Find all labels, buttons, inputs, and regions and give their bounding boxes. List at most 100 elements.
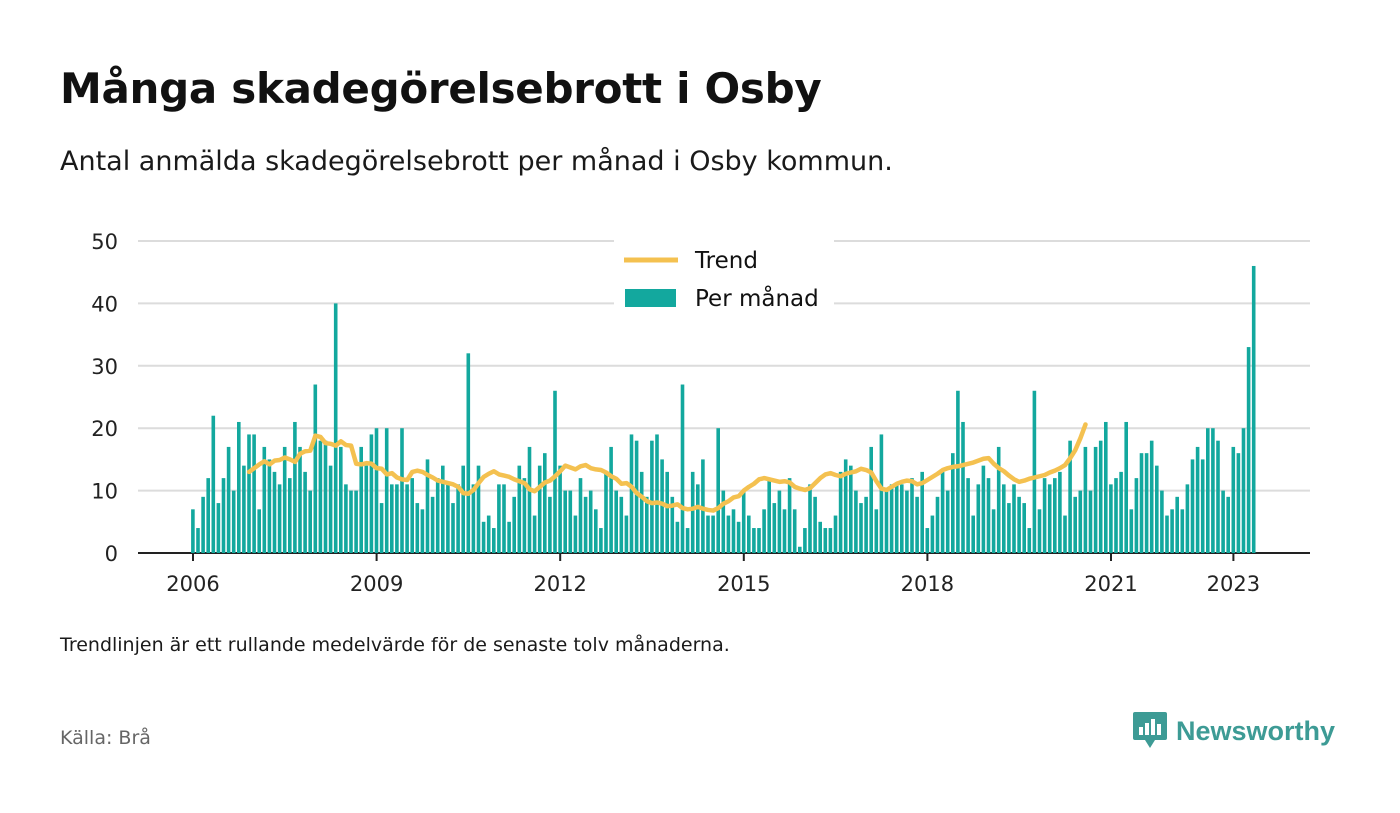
bar [415, 503, 420, 553]
bar [1175, 496, 1179, 553]
bar [257, 509, 261, 553]
bar [1068, 440, 1072, 553]
bar [486, 515, 491, 553]
bar [604, 471, 608, 553]
bar [981, 465, 986, 553]
bar [1195, 446, 1200, 553]
legend-bar-label: Per månad [695, 284, 819, 312]
bar [701, 459, 705, 553]
bar [1058, 471, 1062, 553]
bar [379, 503, 384, 553]
bar [991, 509, 996, 553]
bar [451, 503, 455, 553]
bar [1098, 440, 1103, 553]
bar [741, 490, 746, 553]
bar [634, 440, 639, 553]
bar [1185, 484, 1190, 553]
bar [772, 503, 777, 553]
bar [262, 446, 267, 553]
bar [624, 515, 629, 553]
bar [196, 528, 200, 553]
x-tick-label: 2009 [350, 572, 403, 596]
logo-text: Newsworthy [1176, 715, 1336, 746]
bar [1053, 478, 1057, 553]
bar [1134, 478, 1139, 553]
bar [349, 490, 353, 553]
bar [201, 496, 205, 553]
bar [318, 440, 323, 553]
bar [1093, 446, 1098, 553]
bar [864, 496, 868, 553]
bar [721, 490, 726, 553]
footnote: Trendlinjen är ett rullande medelvärde f… [60, 634, 730, 656]
bar [905, 490, 909, 553]
bar [333, 303, 338, 553]
x-tick-label: 2023 [1207, 572, 1260, 596]
x-tick-label: 2015 [717, 572, 770, 596]
bar [522, 478, 527, 553]
bar [690, 471, 695, 553]
bar [293, 421, 297, 553]
bar [1109, 484, 1113, 553]
bar [1114, 478, 1118, 553]
bar [726, 515, 731, 553]
chart-title: Många skadegörelsebrott i Osby [60, 64, 822, 113]
bar [716, 428, 720, 553]
bar [583, 496, 588, 553]
bar [272, 471, 277, 553]
bar [206, 478, 210, 553]
legend-bar-swatch [625, 289, 676, 307]
bar [996, 446, 1001, 553]
bar [553, 390, 557, 553]
bar [966, 478, 970, 553]
bar [859, 503, 863, 553]
bar [252, 434, 256, 553]
bar [578, 478, 583, 553]
bar [874, 509, 879, 553]
trend-line [246, 422, 1088, 513]
bar [1032, 390, 1037, 553]
bar [1002, 484, 1006, 553]
bar [405, 484, 409, 553]
bar [1007, 503, 1011, 553]
bar [711, 515, 715, 553]
bar [843, 459, 848, 553]
bar [869, 446, 873, 553]
bar [792, 509, 797, 553]
bar [1037, 509, 1042, 553]
bar [1042, 478, 1047, 553]
bar [986, 478, 991, 553]
bar [639, 471, 644, 553]
bar [288, 478, 292, 553]
bar [956, 390, 960, 553]
bar [588, 490, 593, 553]
bar [1216, 440, 1220, 553]
bar [339, 446, 343, 553]
bar [915, 496, 919, 553]
bar [237, 421, 241, 553]
bar [216, 503, 221, 553]
bar [833, 515, 838, 553]
bar [838, 471, 843, 553]
bars-per-month [191, 265, 1256, 553]
bar [502, 484, 506, 553]
bar [1246, 347, 1251, 553]
bar [369, 434, 374, 553]
bar [747, 515, 751, 553]
bar [1144, 453, 1149, 553]
bar [1012, 484, 1016, 553]
bar [1165, 515, 1169, 553]
bar [900, 484, 904, 553]
bar [1149, 440, 1154, 553]
bar [706, 515, 710, 553]
bar [441, 465, 445, 553]
bar [680, 384, 685, 553]
bar [435, 478, 440, 553]
bar [476, 465, 481, 553]
bar [1236, 453, 1241, 553]
x-tick-label: 2006 [166, 572, 219, 596]
x-tick-label: 2018 [901, 572, 954, 596]
bar [359, 446, 363, 553]
bar [619, 496, 624, 553]
bar [920, 471, 924, 553]
